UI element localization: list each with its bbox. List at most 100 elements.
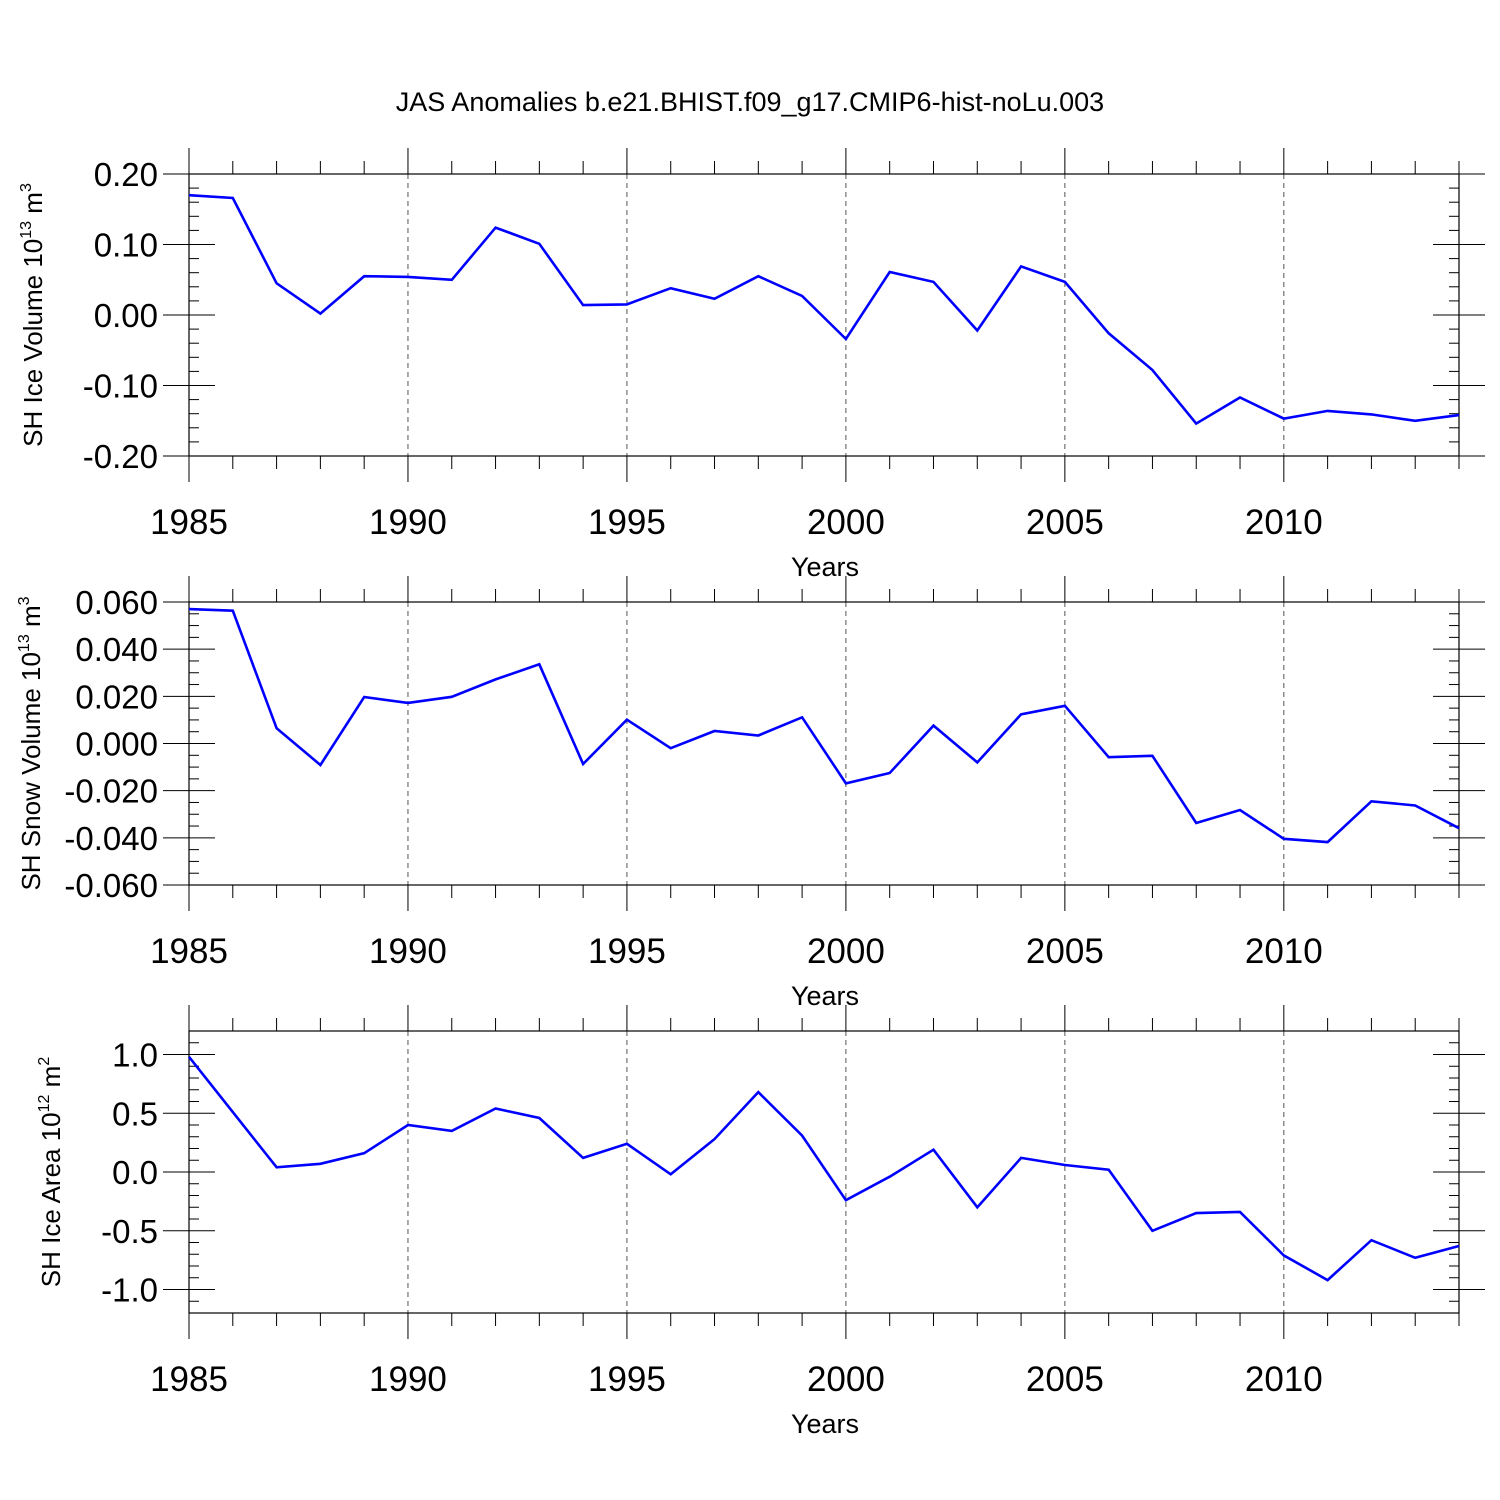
y-tick-label: 0.060 bbox=[75, 584, 158, 621]
data-point bbox=[1020, 713, 1023, 716]
data-point bbox=[582, 304, 585, 307]
y-tick-label: 0.020 bbox=[75, 678, 158, 715]
data-point bbox=[1107, 756, 1110, 759]
x-axis-label: Years bbox=[791, 981, 859, 1011]
data-point bbox=[1195, 1212, 1198, 1215]
data-point bbox=[713, 1138, 716, 1141]
data-point bbox=[1458, 1245, 1461, 1248]
panel-3: 1.0 0.5 0.0 -0.5 -1.0 1985 1990 1995 2000 2005 201… bbox=[36, 1005, 1485, 1439]
data-point bbox=[1151, 754, 1154, 757]
data-point bbox=[450, 696, 453, 699]
data-point bbox=[275, 282, 278, 285]
data-point bbox=[1326, 1279, 1329, 1282]
x-tick-label: 2005 bbox=[1026, 932, 1104, 971]
y-tick-label: -0.20 bbox=[83, 438, 158, 475]
y-tick-label: -0.5 bbox=[101, 1213, 158, 1250]
y-tick-label: -0.040 bbox=[64, 820, 158, 857]
data-point bbox=[932, 1148, 935, 1151]
data-point bbox=[801, 295, 804, 298]
data-point bbox=[363, 275, 366, 278]
data-point bbox=[188, 608, 191, 611]
data-point bbox=[976, 1206, 979, 1209]
data-point bbox=[932, 724, 935, 727]
x-tick-label: 1985 bbox=[150, 932, 228, 971]
y-tick-label: 0.0 bbox=[112, 1154, 158, 1191]
data-point bbox=[1370, 413, 1373, 416]
series-line bbox=[188, 607, 1460, 844]
y-axis-label: SH Ice Area 1012 m2 bbox=[36, 1057, 66, 1288]
data-point bbox=[494, 1107, 497, 1110]
data-point bbox=[407, 702, 410, 705]
data-point bbox=[1458, 414, 1461, 417]
y-tick-label: -0.060 bbox=[64, 867, 158, 904]
x-tick-label: 2010 bbox=[1245, 1360, 1323, 1399]
data-point bbox=[888, 772, 891, 775]
data-point bbox=[845, 1199, 848, 1202]
data-point bbox=[231, 197, 234, 200]
data-point bbox=[319, 764, 322, 767]
data-point bbox=[1064, 704, 1067, 707]
data-point bbox=[1107, 332, 1110, 335]
data-point bbox=[801, 1134, 804, 1137]
data-point bbox=[713, 297, 716, 300]
data-point bbox=[976, 329, 979, 332]
data-point bbox=[713, 730, 716, 733]
data-point bbox=[450, 278, 453, 281]
x-tick-label: 1990 bbox=[369, 1360, 447, 1399]
data-point bbox=[1064, 1164, 1067, 1167]
data-point bbox=[1151, 369, 1154, 372]
panel-1: 0.20 0.10 0.00 -0.10 -0.20 1985 1990 1995 2000 20… bbox=[18, 148, 1485, 582]
data-point bbox=[538, 242, 541, 245]
data-point bbox=[757, 275, 760, 278]
y-tick-label: -0.020 bbox=[64, 773, 158, 810]
panel-2: 0.060 0.040 0.020 0.000 -0.020 -0.040 -0.060 19… bbox=[16, 576, 1485, 1011]
data-point bbox=[188, 194, 191, 197]
data-point bbox=[275, 727, 278, 730]
y-tick-label: -1.0 bbox=[101, 1272, 158, 1309]
data-point bbox=[1326, 841, 1329, 844]
x-tick-label: 2000 bbox=[807, 503, 885, 542]
data-point bbox=[1414, 804, 1417, 807]
x-tick-label: 2000 bbox=[807, 932, 885, 971]
data-point bbox=[582, 1157, 585, 1160]
data-point bbox=[494, 678, 497, 681]
x-tick-label: 1990 bbox=[369, 932, 447, 971]
x-tick-label: 1990 bbox=[369, 503, 447, 542]
data-point bbox=[1064, 281, 1067, 284]
data-point bbox=[1239, 809, 1242, 812]
data-point bbox=[538, 663, 541, 666]
data-point bbox=[231, 609, 234, 612]
data-point bbox=[494, 226, 497, 229]
data-point bbox=[1283, 417, 1286, 420]
data-point bbox=[669, 287, 672, 290]
data-point bbox=[1370, 1239, 1373, 1242]
data-point bbox=[582, 763, 585, 766]
data-point bbox=[1239, 1211, 1242, 1214]
y-axis-label: SH Ice Volume 1013 m3 bbox=[18, 183, 48, 447]
data-point bbox=[626, 1143, 629, 1146]
data-point bbox=[1239, 396, 1242, 399]
data-point bbox=[757, 1091, 760, 1094]
x-tick-label: 2010 bbox=[1245, 932, 1323, 971]
x-tick-label: 2000 bbox=[807, 1360, 885, 1399]
data-point bbox=[1020, 1157, 1023, 1160]
y-tick-label: 0.00 bbox=[94, 297, 158, 334]
series-line bbox=[188, 193, 1460, 426]
data-point bbox=[626, 718, 629, 721]
series-line bbox=[187, 1055, 1460, 1282]
x-axis-label: Years bbox=[791, 552, 859, 582]
data-point bbox=[1283, 1254, 1286, 1257]
data-point bbox=[1414, 1256, 1417, 1259]
data-point bbox=[231, 1111, 234, 1114]
data-point bbox=[275, 1166, 278, 1169]
data-point bbox=[319, 312, 322, 315]
y-tick-label: 0.040 bbox=[75, 631, 158, 668]
x-axis-label: Years bbox=[791, 1409, 859, 1439]
figure-title: JAS Anomalies b.e21.BHIST.f09_g17.CMIP6-… bbox=[396, 87, 1104, 117]
y-tick-label: 0.000 bbox=[75, 726, 158, 763]
data-point bbox=[888, 271, 891, 274]
y-axis-label: SH Snow Volume 1013 m3 bbox=[16, 596, 46, 890]
x-tick-label: 1995 bbox=[588, 1360, 666, 1399]
